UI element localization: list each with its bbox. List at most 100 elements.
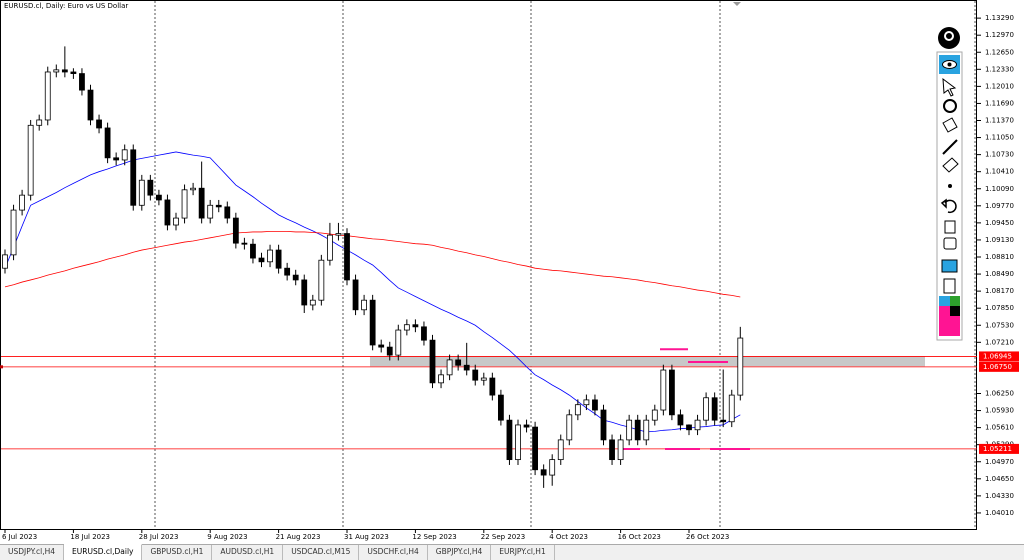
chart-tab[interactable]: EURJPY.cl,H1	[491, 545, 555, 560]
y-tick-label: 1.11370	[985, 117, 1014, 125]
price-zone	[370, 356, 925, 367]
candle-body	[130, 149, 137, 206]
chart-tab[interactable]: USDCAD.cl,M15	[283, 545, 360, 560]
candle-body	[489, 377, 496, 396]
cursor-tool[interactable]	[942, 77, 957, 97]
y-tick-label: 1.10730	[985, 151, 1014, 159]
candle-body	[617, 439, 624, 461]
candle-body	[155, 194, 162, 201]
y-tick-label: 1.04650	[985, 475, 1014, 483]
candle-body	[181, 189, 188, 219]
candle-body	[113, 157, 120, 161]
chart-title: EURUSD.cl, Daily: Euro vs US Dollar	[4, 2, 128, 10]
candle-body	[446, 359, 453, 376]
y-tick-label: 1.09450	[985, 219, 1014, 227]
candle-body	[10, 209, 17, 256]
color-swatch[interactable]	[950, 306, 960, 316]
candle-body	[318, 259, 325, 301]
y-tick-label: 1.11050	[985, 134, 1014, 142]
x-tick-label: 12 Sep 2023	[412, 533, 456, 541]
color-swatch[interactable]	[939, 296, 950, 306]
candle-body	[198, 187, 205, 219]
candle-body	[301, 279, 308, 306]
candle-body	[455, 359, 462, 366]
candle-body	[421, 326, 427, 341]
moving-average	[4, 231, 741, 298]
candle-body	[232, 217, 239, 244]
candle-body	[532, 426, 538, 471]
candle-body	[728, 394, 735, 423]
y-tick-label: 1.08490	[985, 270, 1014, 278]
x-tick-label: 16 Oct 2023	[618, 533, 661, 541]
x-tick-label: 9 Aug 2023	[207, 533, 247, 541]
chart-tab[interactable]: GBPJPY.cl,H4	[428, 545, 492, 560]
y-tick-label: 1.12650	[985, 48, 1014, 56]
chart-tab[interactable]: EURUSD.cl,Daily	[64, 544, 143, 560]
plot-frame	[0, 0, 977, 530]
crosshair-tool[interactable]	[943, 99, 957, 113]
x-tick-label: 6 Jul 2023	[2, 533, 37, 541]
chart-tabs: USDJPY.cl,H4 EURUSD.cl,Daily GBPUSD.cl,H1 A…	[0, 544, 1024, 560]
level-label: 1.06750	[983, 363, 1012, 371]
candle-body	[104, 127, 111, 159]
candle-body	[677, 414, 684, 426]
candle-body	[480, 377, 487, 381]
y-tick-label: 1.12330	[985, 65, 1014, 73]
y-tick-label: 1.05610	[985, 424, 1014, 432]
robot-button[interactable]	[943, 237, 957, 250]
candle-body	[609, 439, 615, 461]
candle-body	[438, 374, 444, 384]
candle-body	[267, 249, 273, 263]
chart-tab[interactable]: USDCHF.cl,H4	[359, 545, 428, 560]
candle-body	[711, 397, 718, 421]
candle-body	[2, 254, 8, 269]
x-tick-label: 26 Oct 2023	[686, 533, 729, 541]
candle-body	[660, 369, 667, 411]
candle-body	[669, 369, 675, 416]
chart-tab[interactable]: AUDUSD.cl,H1	[212, 545, 284, 560]
candle-body	[292, 274, 299, 281]
chart-tab[interactable]: GBPUSD.cl,H1	[142, 545, 213, 560]
y-tick-label: 1.10410	[985, 168, 1014, 176]
candle-body	[497, 394, 504, 421]
y-tick-label: 1.13290	[985, 14, 1014, 22]
candle-body	[70, 71, 77, 74]
x-tick-label: 28 Jul 2023	[139, 533, 179, 541]
candle-body	[600, 409, 607, 441]
candle-body	[326, 234, 333, 261]
chart-tab[interactable]: USDJPY.cl,H4	[0, 545, 65, 560]
moving-average	[4, 151, 741, 433]
delete-button[interactable]	[944, 220, 956, 234]
candle-body	[686, 424, 692, 431]
candle-body	[463, 364, 470, 371]
candle-body	[361, 299, 368, 311]
candle-body	[250, 243, 256, 259]
y-tick-label: 1.04970	[985, 458, 1014, 466]
candle-body	[540, 469, 547, 476]
level-marker	[0, 365, 3, 369]
notes-button[interactable]	[943, 278, 956, 294]
candle-body	[626, 419, 633, 441]
color-swatch[interactable]	[950, 296, 960, 306]
undo-button[interactable]	[940, 198, 957, 214]
candle-body	[549, 459, 556, 476]
candle-body	[173, 217, 179, 226]
logo-icon[interactable]	[938, 27, 960, 49]
candle-body	[523, 424, 530, 428]
y-tick-label: 1.07210	[985, 338, 1014, 346]
candle-body	[44, 71, 51, 121]
y-tick-label: 1.12010	[985, 82, 1014, 90]
candle-body	[164, 199, 171, 226]
candle-body	[344, 233, 350, 281]
level-label: 1.06945	[983, 352, 1012, 360]
tag-tool[interactable]	[942, 117, 958, 133]
screenshot-button[interactable]	[941, 259, 958, 273]
x-tick-label: 22 Sep 2023	[481, 533, 525, 541]
candle-body	[241, 242, 248, 245]
candle-body	[395, 329, 402, 356]
y-tick-label: 1.07530	[985, 321, 1014, 329]
chart: EURUSD.cl, Daily: Euro vs US Dollar 1.13…	[0, 0, 1019, 541]
trendline-tool[interactable]	[942, 139, 958, 155]
dot-separator	[948, 184, 952, 188]
eraser-tool[interactable]	[942, 157, 959, 173]
